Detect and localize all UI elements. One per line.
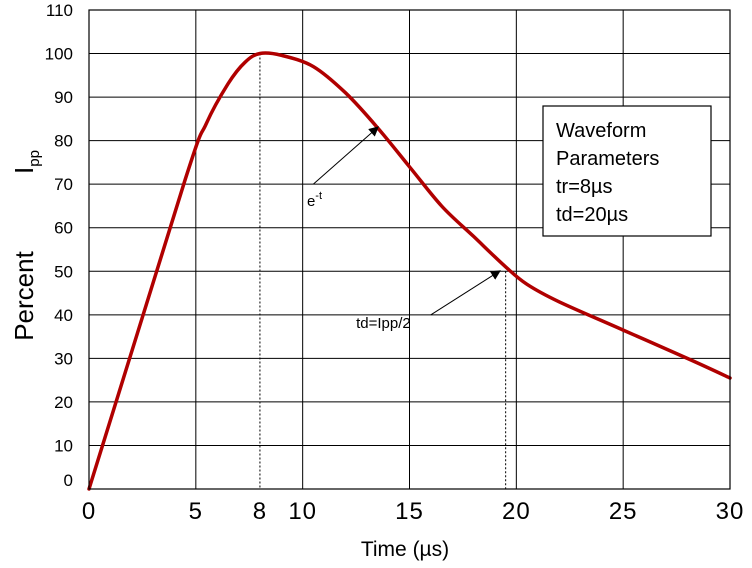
annotation-superscript: -t <box>315 190 322 202</box>
parameters-line-4: td=20µs <box>556 204 628 226</box>
y-tick-label: 0 <box>64 471 73 490</box>
y-tick-label: 50 <box>54 262 73 281</box>
y-tick-label: 20 <box>54 393 73 412</box>
plot-frame <box>88 9 731 490</box>
x-tick-labels: 0 5 8 10 15 20 25 30 <box>82 498 745 525</box>
y-tick-label: 10 <box>54 436 73 455</box>
annotation-label: td=Ipp/2 <box>356 315 411 332</box>
plot-series <box>87 51 732 491</box>
y-tick-label: 90 <box>54 88 73 107</box>
x-tick-label: 8 <box>253 498 267 525</box>
current-waveform-line <box>87 51 732 491</box>
annotations: e-t td=Ipp/2 <box>307 126 501 332</box>
y-axis-title: Percent Ipp <box>9 150 43 341</box>
grid-lines <box>89 9 731 490</box>
ipp-main: I <box>9 167 39 174</box>
y-tick-label: 110 <box>46 1 73 20</box>
parameters-line-1: Waveform <box>556 120 646 142</box>
parameters-line-3: tr=8µs <box>556 176 613 198</box>
y-tick-label: 70 <box>54 175 73 194</box>
y-tick-label: 60 <box>54 219 73 238</box>
annotation-arrow <box>313 126 379 185</box>
y-tick-label: 30 <box>54 349 73 368</box>
x-tick-label: 5 <box>189 498 203 525</box>
y-axis-label-percent: Percent <box>9 250 39 340</box>
y-tick-labels: 0 10 20 30 40 50 60 70 80 90 100 110 <box>45 1 73 490</box>
y-tick-label: 100 <box>45 45 73 64</box>
x-tick-label: 30 <box>716 498 745 525</box>
x-tick-label: 20 <box>502 498 531 525</box>
annotation-base: e <box>307 193 315 210</box>
waveform-parameters-box: Waveform Parameters tr=8µs td=20µs <box>542 105 712 237</box>
x-tick-label: 15 <box>395 498 424 525</box>
annotation-arrow <box>430 270 501 316</box>
x-tick-label: 10 <box>288 498 317 525</box>
ipp-subscript: pp <box>26 150 43 167</box>
x-tick-label: 25 <box>609 498 638 525</box>
annotation-label: e-t <box>307 190 322 210</box>
y-axis-label-ipp: Ipp <box>9 150 43 174</box>
parameters-line-2: Parameters <box>556 148 659 170</box>
y-tick-label: 80 <box>54 132 73 151</box>
x-axis-title: Time (µs) <box>361 538 449 561</box>
x-tick-label: 0 <box>82 498 96 525</box>
reference-lines <box>259 53 507 489</box>
y-tick-label: 40 <box>54 306 73 325</box>
